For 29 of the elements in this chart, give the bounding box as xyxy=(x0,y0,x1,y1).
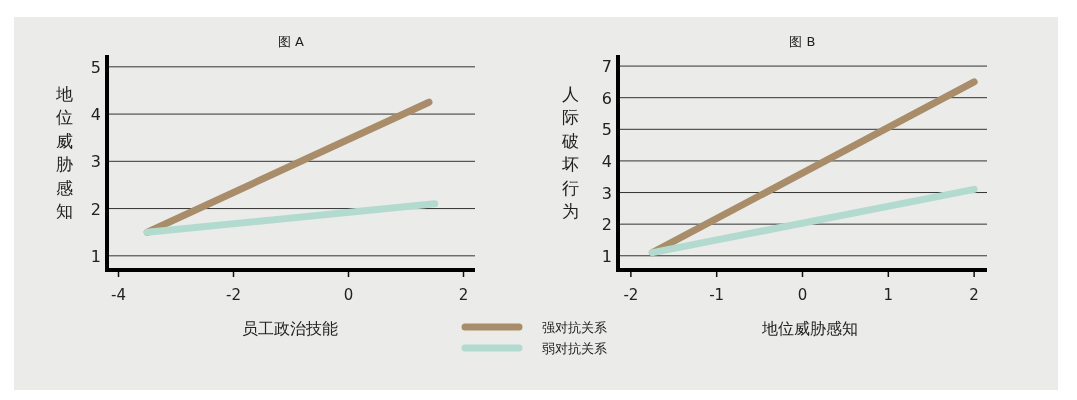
x-tick-label: 0 xyxy=(343,286,354,304)
x-tick-label: 1 xyxy=(883,286,894,304)
y-tick-label: 6 xyxy=(601,88,612,108)
y-tick-label: 4 xyxy=(90,105,101,125)
x-tick-label: 0 xyxy=(797,286,808,304)
x-tick-label: -4 xyxy=(111,286,126,304)
x-axis-title: 员工政治技能 xyxy=(242,319,338,338)
x-tick-label: 2 xyxy=(969,286,979,304)
y-tick-label: 3 xyxy=(601,183,612,203)
y-tick-label: 5 xyxy=(90,57,101,77)
legend-label: 弱对抗关系 xyxy=(542,341,607,356)
y-tick-label: 5 xyxy=(601,120,612,140)
y-tick-label: 3 xyxy=(90,152,101,172)
x-tick-label: -1 xyxy=(709,286,725,304)
y-tick-label: 2 xyxy=(90,199,101,219)
y-tick-label: 1 xyxy=(90,246,101,266)
y-tick-label: 7 xyxy=(601,57,612,77)
y-axis-title: 地位威胁感知 xyxy=(54,83,73,222)
x-tick-label: -2 xyxy=(226,286,241,304)
legend-label: 强对抗关系 xyxy=(542,320,607,335)
chart-title: 图 B xyxy=(789,34,816,49)
y-tick-label: 4 xyxy=(601,151,612,171)
x-tick-label: -2 xyxy=(623,286,639,304)
x-axis-title: 地位威胁感知 xyxy=(761,319,858,338)
y-axis-title: 人际破坏行为 xyxy=(560,83,579,222)
chart-title: 图 A xyxy=(277,34,305,49)
y-tick-label: 2 xyxy=(601,215,612,235)
y-tick-label: 1 xyxy=(601,246,612,266)
x-tick-label: 2 xyxy=(458,286,469,304)
